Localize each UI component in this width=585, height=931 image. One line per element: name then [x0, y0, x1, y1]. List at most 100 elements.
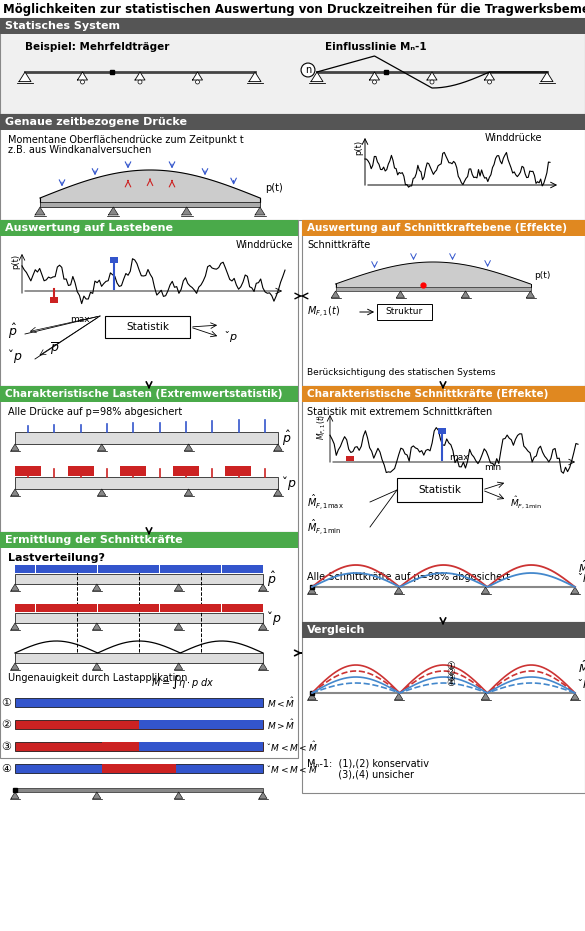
Text: Statisches System: Statisches System	[5, 21, 120, 31]
Bar	[15, 432, 278, 444]
Polygon shape	[93, 623, 101, 629]
Polygon shape	[192, 72, 202, 80]
Bar	[302, 622, 585, 638]
Text: Struktur: Struktur	[386, 307, 422, 317]
Bar	[139, 720, 263, 729]
Bar	[242, 604, 263, 612]
Polygon shape	[541, 72, 553, 82]
Polygon shape	[11, 489, 19, 495]
Text: Statistik mit extremem Schnittkräften: Statistik mit extremem Schnittkräften	[307, 407, 492, 417]
Bar	[225, 466, 252, 476]
Bar	[302, 220, 585, 236]
Polygon shape	[11, 584, 19, 590]
Bar	[15, 788, 263, 792]
Bar	[102, 764, 176, 773]
Text: $\hat{M}_{F,1\mathrm{max}}$: $\hat{M}_{F,1\mathrm{max}}$	[307, 492, 344, 512]
Text: $\hat{p}$: $\hat{p}$	[282, 428, 291, 448]
Circle shape	[195, 80, 199, 84]
Bar	[120, 466, 146, 476]
Text: $\hat{M}$: $\hat{M}$	[578, 659, 585, 675]
Text: min: min	[145, 321, 162, 331]
Bar	[110, 257, 118, 263]
Bar	[98, 604, 118, 612]
Bar	[15, 613, 263, 623]
Bar	[302, 220, 585, 386]
Text: $\hat{M}_{F,1\mathrm{min}}$: $\hat{M}_{F,1\mathrm{min}}$	[307, 518, 342, 536]
Text: Momentane Oberflächendrücke zum Zeitpunkt t: Momentane Oberflächendrücke zum Zeitpunk…	[8, 135, 244, 145]
Text: Einflusslinie Mₙ-1: Einflusslinie Mₙ-1	[325, 42, 426, 52]
Bar	[160, 604, 180, 612]
Polygon shape	[395, 587, 403, 593]
Polygon shape	[259, 792, 267, 799]
Circle shape	[373, 80, 377, 84]
Circle shape	[430, 80, 434, 84]
Polygon shape	[397, 291, 404, 297]
Bar	[173, 466, 199, 476]
Polygon shape	[259, 623, 267, 629]
Text: $\check{p}$: $\check{p}$	[8, 347, 22, 365]
Polygon shape	[185, 444, 192, 451]
Polygon shape	[308, 587, 316, 593]
Bar	[0, 114, 585, 220]
Bar	[180, 565, 201, 573]
Text: Statistik: Statistik	[126, 322, 169, 332]
Polygon shape	[308, 693, 316, 699]
Bar	[139, 742, 263, 751]
Bar	[68, 466, 94, 476]
Circle shape	[81, 80, 84, 84]
Bar	[77, 604, 97, 612]
Bar	[15, 604, 35, 612]
Text: $\overline{p}$: $\overline{p}$	[50, 341, 60, 358]
Text: ③: ③	[1, 741, 11, 751]
Polygon shape	[35, 207, 45, 215]
Text: Charakteristische Lasten (Extremwertstatistik): Charakteristische Lasten (Extremwertstat…	[5, 389, 283, 399]
Bar	[252, 466, 278, 476]
Circle shape	[138, 80, 142, 84]
Polygon shape	[135, 72, 145, 80]
Polygon shape	[175, 792, 183, 799]
Bar	[0, 18, 585, 34]
Text: ④: ④	[446, 679, 455, 689]
Text: Berücksichtigung des statischen Systems: Berücksichtigung des statischen Systems	[307, 368, 495, 377]
Text: $M > \hat{M}$: $M > \hat{M}$	[267, 717, 295, 732]
Polygon shape	[481, 587, 490, 593]
Bar	[346, 456, 354, 461]
Bar	[139, 565, 159, 573]
Polygon shape	[332, 291, 339, 297]
Polygon shape	[249, 72, 261, 82]
Bar	[146, 466, 173, 476]
Bar	[50, 297, 57, 303]
Bar	[94, 466, 120, 476]
Bar	[0, 532, 298, 548]
Text: Möglichkeiten zur statistischen Auswertung von Druckzeitreihen für die Tragwerks: Möglichkeiten zur statistischen Auswertu…	[3, 3, 585, 16]
Polygon shape	[98, 444, 106, 451]
Text: Alle Drücke auf p=98% abgesichert: Alle Drücke auf p=98% abgesichert	[8, 407, 183, 417]
Polygon shape	[311, 72, 323, 82]
Polygon shape	[175, 584, 183, 590]
Polygon shape	[182, 207, 192, 215]
Polygon shape	[185, 489, 192, 495]
Text: Auswertung auf Lastebene: Auswertung auf Lastebene	[5, 223, 173, 233]
Polygon shape	[175, 623, 183, 629]
Bar	[0, 114, 585, 130]
Text: $\check{p}$: $\check{p}$	[282, 474, 297, 492]
Polygon shape	[93, 663, 101, 669]
Text: Vergleich: Vergleich	[307, 625, 366, 635]
Polygon shape	[11, 792, 19, 799]
Text: ①: ①	[446, 661, 455, 671]
Text: max: max	[450, 452, 469, 462]
Polygon shape	[259, 663, 267, 669]
Bar	[56, 565, 77, 573]
Bar	[0, 532, 298, 758]
Text: $\check{M}$: $\check{M}$	[578, 677, 585, 690]
Polygon shape	[93, 792, 101, 799]
Bar	[0, 18, 585, 114]
Bar	[302, 622, 585, 793]
Bar	[377, 304, 432, 320]
Text: $\hat{M}$: $\hat{M}$	[578, 559, 585, 575]
Text: Beispiel: Mehrfeldträger: Beispiel: Mehrfeldträger	[25, 42, 170, 52]
Text: $\hat{p}$: $\hat{p}$	[8, 321, 18, 341]
Bar	[15, 764, 263, 773]
Text: p(t): p(t)	[11, 254, 20, 269]
Bar	[77, 565, 97, 573]
